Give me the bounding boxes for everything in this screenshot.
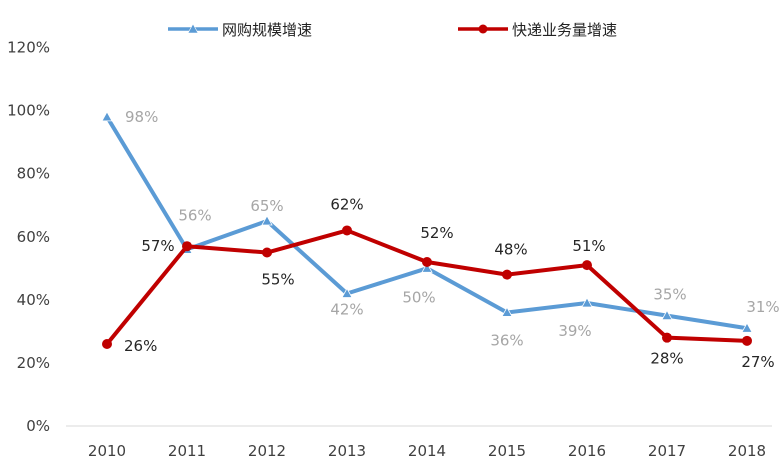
data-label: 35% xyxy=(653,286,686,304)
data-label: 28% xyxy=(650,350,683,368)
x-tick-label: 2011 xyxy=(168,442,206,460)
series-express-volume-growth: 26% 57% 55% 62% 52% 48% 51% 28% 27% xyxy=(102,195,775,371)
data-point-triangle xyxy=(741,322,753,333)
data-label: 36% xyxy=(490,331,523,349)
data-point-triangle xyxy=(421,262,433,273)
data-point-triangle xyxy=(261,215,273,226)
data-point-triangle xyxy=(101,111,113,122)
legend-item-express-volume-growth[interactable]: 快递业务量增速 xyxy=(458,21,617,39)
y-tick-label: 100% xyxy=(7,102,50,120)
y-tick-label: 80% xyxy=(17,165,50,183)
data-point-circle xyxy=(422,256,432,267)
x-tick-label: 2014 xyxy=(408,442,446,460)
data-point-triangle xyxy=(661,309,673,321)
legend-triangle-marker-icon xyxy=(187,23,199,34)
legend-item-online-shopping-growth[interactable]: 网购规模增速 xyxy=(168,21,312,39)
data-label: 98% xyxy=(125,108,158,126)
y-tick-label: 40% xyxy=(17,291,50,309)
y-tick-label: 120% xyxy=(7,39,50,57)
data-label: 55% xyxy=(261,271,294,289)
x-axis: 2010 2011 2012 2013 2014 2015 2016 2017 2018 xyxy=(88,442,766,460)
x-tick-label: 2012 xyxy=(248,442,286,460)
legend-label-express-volume: 快递业务量增速 xyxy=(512,21,617,39)
legend-circle-marker-icon xyxy=(478,24,488,34)
data-point-circle xyxy=(502,269,512,280)
x-tick-label: 2015 xyxy=(488,442,526,460)
data-point-triangle xyxy=(501,306,513,317)
legend-label-online-shopping: 网购规模增速 xyxy=(222,21,312,39)
data-point-circle xyxy=(342,225,352,236)
y-tick-label: 20% xyxy=(17,354,50,372)
y-tick-label: 60% xyxy=(17,228,50,246)
data-label: 65% xyxy=(250,197,283,215)
data-label: 48% xyxy=(494,241,527,259)
legend: 网购规模增速 快递业务量增速 xyxy=(168,21,617,39)
data-label: 56% xyxy=(178,206,211,224)
data-point-circle xyxy=(102,338,112,349)
data-label: 57% xyxy=(141,237,174,255)
x-tick-label: 2016 xyxy=(568,442,606,460)
data-point-circle xyxy=(742,335,752,346)
data-point-circle xyxy=(662,332,672,343)
data-label: 39% xyxy=(558,322,591,340)
data-label: 62% xyxy=(330,195,363,213)
data-label: 27% xyxy=(741,353,774,371)
data-point-circle xyxy=(582,260,592,271)
data-point-circle xyxy=(262,247,272,258)
x-tick-label: 2013 xyxy=(328,442,366,460)
series-line xyxy=(105,228,749,346)
data-point-circle xyxy=(182,241,192,252)
y-axis: 0% 20% 40% 60% 80% 100% 120% xyxy=(7,39,50,436)
y-tick-label: 0% xyxy=(26,417,50,435)
data-point-triangle xyxy=(581,297,593,308)
data-label: 31% xyxy=(746,298,779,316)
data-point-triangle xyxy=(341,287,353,298)
x-tick-label: 2017 xyxy=(648,442,686,460)
x-tick-label: 2018 xyxy=(728,442,766,460)
data-label: 51% xyxy=(572,237,605,255)
data-label: 52% xyxy=(420,224,453,242)
data-label: 42% xyxy=(330,301,363,319)
x-tick-label: 2010 xyxy=(88,442,126,460)
data-label: 26% xyxy=(124,337,157,355)
data-label: 50% xyxy=(402,288,435,306)
plot-area: 98% 56% 65% 42% 50% 36% 39% 35% 31% 26% 57% 55% 62% 5… xyxy=(101,108,780,371)
